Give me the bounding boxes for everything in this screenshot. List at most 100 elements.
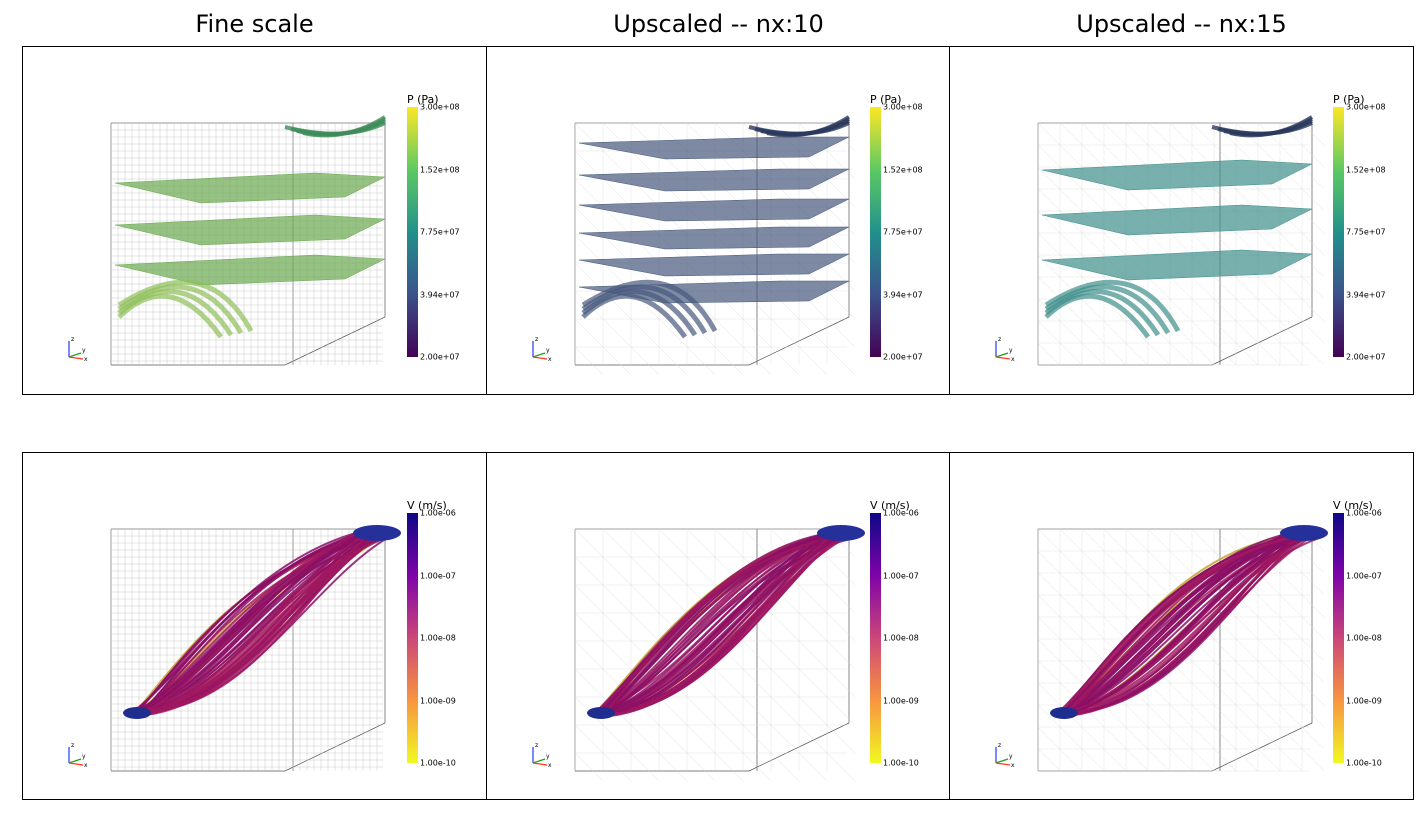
axes-triad: z yx <box>995 336 1015 363</box>
streamline <box>133 528 372 715</box>
render-view: z yx <box>532 525 865 782</box>
axis-label: z <box>535 742 538 749</box>
colorbar-tick-label: 1.52e+08 <box>1346 165 1386 174</box>
colorbar-tick-label: 2.00e+07 <box>883 352 923 362</box>
axis-label: x <box>548 356 552 363</box>
axis-label: x <box>548 762 552 769</box>
colorbar-tick-label: 7.75e+07 <box>420 227 460 237</box>
source-cluster <box>587 707 615 719</box>
isosurface <box>1041 204 1313 236</box>
streamline <box>601 536 843 718</box>
isosurface <box>578 253 850 277</box>
column-title-fine-scale: Fine scale <box>195 10 314 38</box>
source-cluster <box>123 707 151 719</box>
streamlines <box>1050 525 1328 719</box>
sink-cluster <box>817 525 865 541</box>
axis-label: x <box>1011 356 1015 363</box>
colorbar-tick-label: 3.00e+08 <box>420 102 460 112</box>
colorbar-tick-label: 1.00e-06 <box>1346 508 1382 518</box>
streamline <box>136 528 366 717</box>
colorbar-tick-label: 3.00e+08 <box>1346 102 1386 112</box>
streamline <box>596 531 849 717</box>
colorbar-tick-label: 1.00e-08 <box>420 633 456 643</box>
axis-label: y <box>82 753 86 760</box>
mesh-wireframe <box>574 122 856 376</box>
colorbar <box>1333 107 1344 357</box>
streamline <box>135 533 377 716</box>
axes-triad: z yx <box>995 742 1015 769</box>
colorbar-tick-label: 3.94e+07 <box>420 290 460 299</box>
colorbar-tick-label: 1.00e-09 <box>883 696 919 705</box>
axis-label: x <box>84 762 88 769</box>
colorbar-tick-label: 1.00e-10 <box>1346 758 1382 768</box>
colorbar-tick-label: 1.00e-06 <box>420 508 456 518</box>
colorbar-title: V (m/s) <box>1333 499 1373 512</box>
streamline <box>134 534 366 716</box>
colorbar-tick-label: 1.00e-08 <box>883 633 919 643</box>
render-view: z yx <box>995 525 1328 772</box>
sink-cluster <box>1280 525 1328 541</box>
colorbar-tick-label: 1.00e-10 <box>883 758 919 768</box>
axis-label: y <box>1009 753 1013 760</box>
colorbar-title: P (Pa) <box>870 93 902 106</box>
colorbar-title: P (Pa) <box>1333 93 1365 106</box>
colorbar-tick-label: 1.00e-07 <box>420 571 456 580</box>
isosurface <box>578 198 850 222</box>
isosurface <box>578 226 850 250</box>
colorbar-tick-label: 1.00e-10 <box>420 758 456 768</box>
axis-label: x <box>84 356 88 363</box>
colorbar-tick-label: 3.94e+07 <box>1346 290 1386 299</box>
colorbar <box>870 107 881 357</box>
colorbar-tick-label: 1.00e-06 <box>883 508 919 518</box>
streamline <box>599 533 844 716</box>
axis-label: y <box>546 347 550 354</box>
colorbar-tick-label: 7.75e+07 <box>1346 227 1386 237</box>
colorbar <box>407 107 418 357</box>
isosurface <box>114 214 386 246</box>
source-cluster <box>1050 707 1078 719</box>
streamline <box>1062 537 1309 715</box>
render-view: z yx <box>68 115 387 366</box>
column-title-upscaled-nx15: Upscaled -- nx:15 <box>1076 10 1287 38</box>
colorbar-tick-label: 1.00e-09 <box>1346 696 1382 705</box>
streamline <box>595 532 839 718</box>
colorbar-tick-label: 3.94e+07 <box>883 290 923 299</box>
axis-label: z <box>535 336 538 343</box>
axes-triad: z yx <box>532 742 552 769</box>
streamline <box>1058 528 1292 717</box>
isosurface <box>1041 159 1313 191</box>
column-title-upscaled-nx10: Upscaled -- nx:10 <box>613 10 824 38</box>
render-view: z yx <box>68 525 401 772</box>
mesh-wireframe <box>1037 122 1325 366</box>
pressure-isosurfaces <box>1041 159 1313 281</box>
axis-label: y <box>546 753 550 760</box>
streamline <box>132 536 390 714</box>
colorbar-tick-label: 1.00e-09 <box>420 696 456 705</box>
injector-sheets <box>1044 115 1314 339</box>
axis-label: z <box>71 742 74 749</box>
sink-cluster <box>353 525 401 541</box>
isosurface <box>114 172 386 204</box>
pressure-isosurfaces <box>114 172 386 286</box>
colorbar-title: P (Pa) <box>407 93 439 106</box>
colorbar-tick-label: 1.00e-08 <box>1346 633 1382 643</box>
axis-label: z <box>998 336 1001 343</box>
render-view: z yx <box>995 115 1325 366</box>
pressure-isosurfaces <box>578 136 850 304</box>
axes-triad: z yx <box>68 742 88 769</box>
colorbar-tick-label: 3.00e+08 <box>883 102 923 112</box>
isosurface <box>578 168 850 192</box>
colorbar-tick-label: 2.00e+07 <box>1346 352 1386 362</box>
colorbar <box>1333 513 1344 763</box>
isosurface <box>578 136 850 160</box>
colorbar-tick-label: 7.75e+07 <box>883 227 923 237</box>
streamline <box>596 532 835 718</box>
colorbar-title: V (m/s) <box>870 499 910 512</box>
streamline <box>1064 533 1304 715</box>
